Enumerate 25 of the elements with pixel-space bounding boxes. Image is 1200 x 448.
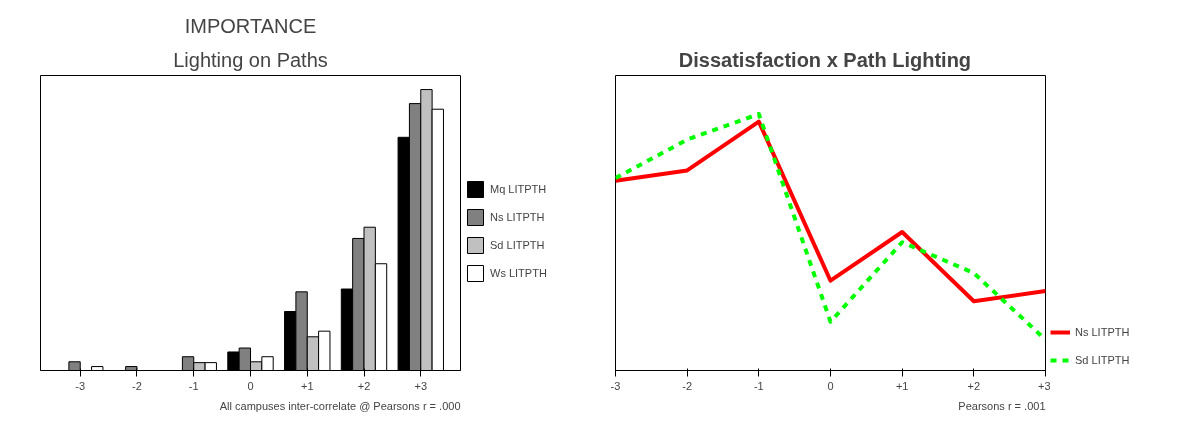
legend-label: Ns LITPTH (490, 211, 545, 223)
x-tick-label: +1 (895, 379, 909, 392)
legend-label: Ns LITPTH (1075, 326, 1130, 338)
x-tick-label: -3 (610, 379, 621, 392)
chart-subtitle: Lighting on Paths (173, 48, 328, 71)
x-tick-label: +2 (967, 379, 981, 392)
legend-label: Ws LITPTH (490, 267, 547, 279)
chart-title: IMPORTANCE (184, 14, 317, 37)
text: Pearsons r = .001 (958, 399, 1046, 412)
x-tick-label: -1 (188, 379, 199, 392)
legend-label: Sd LITPTH (490, 239, 545, 251)
x-tick-label: -2 (682, 379, 693, 392)
legend-label: Mq LITPTH (490, 183, 547, 195)
x-tick-label: +3 (414, 379, 428, 392)
x-tick-label: -2 (132, 379, 142, 392)
x-tick-label: -3 (75, 379, 86, 392)
x-tick-label: 0 (827, 379, 834, 392)
x-tick-label: +3 (1037, 379, 1051, 392)
chart-title: Dissatisfaction x Path Lighting (678, 48, 972, 71)
x-tick-label: +2 (357, 379, 371, 392)
x-tick-label: +1 (300, 379, 314, 392)
legend-label: Sd LITPTH (1075, 354, 1130, 366)
x-tick-label: 0 (247, 379, 254, 392)
x-tick-label: -1 (753, 379, 764, 392)
text: All campuses inter-correlate @ Pearsons r = .000 (219, 399, 461, 412)
